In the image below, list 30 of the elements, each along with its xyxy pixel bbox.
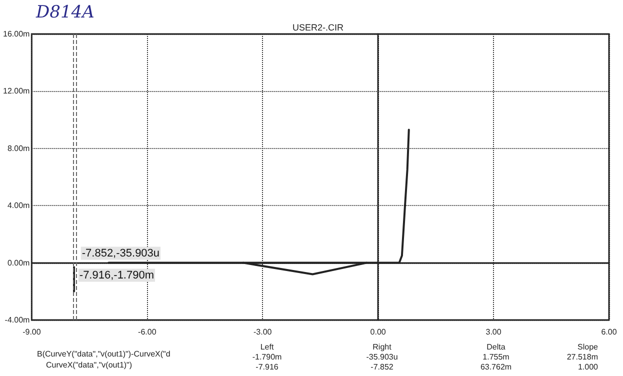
text: 1.755m <box>482 352 510 362</box>
x-tick-label: -9.00 <box>22 328 42 336</box>
text: D814A <box>35 2 94 22</box>
y-tick-label: 4.00m <box>7 201 30 210</box>
y-tick-label: 16.00m <box>2 30 30 38</box>
text: Right <box>372 342 392 352</box>
chart-title: USER2-.CIR <box>292 22 344 32</box>
text: -1.790m <box>252 352 282 362</box>
text: 27.518m <box>566 352 598 362</box>
text: Slope <box>578 342 599 352</box>
text: Left <box>260 342 274 352</box>
y-tick-label: 8.00m <box>7 144 30 153</box>
text: -7.916 <box>256 362 279 372</box>
text: 1.000 <box>578 362 599 372</box>
text: CurveX("data","v(out1)") <box>46 360 132 370</box>
text: 63.762m <box>480 362 512 372</box>
x-tick-label: 6.00 <box>601 328 618 336</box>
x-tick-label: -6.00 <box>138 328 157 336</box>
text: Delta <box>486 342 506 352</box>
ref-line-label: -7.916,-1.790m <box>79 269 154 282</box>
ref-line-label: -7.852,-35.903u <box>82 247 160 260</box>
x-tick-label: 0.00 <box>370 328 386 336</box>
y-tick-label: 0.00m <box>7 258 30 268</box>
text: -35.903u <box>366 352 398 362</box>
y-tick-label: -4.00m <box>4 316 30 324</box>
text: -7.852 <box>370 362 394 372</box>
x-tick-label: -3.00 <box>253 328 272 336</box>
x-tick-label: 3.00 <box>486 328 502 336</box>
y-tick-label: 12.00m <box>2 86 30 96</box>
text: B(CurveY("data","v(out1)")-CurveX("d <box>37 350 170 358</box>
